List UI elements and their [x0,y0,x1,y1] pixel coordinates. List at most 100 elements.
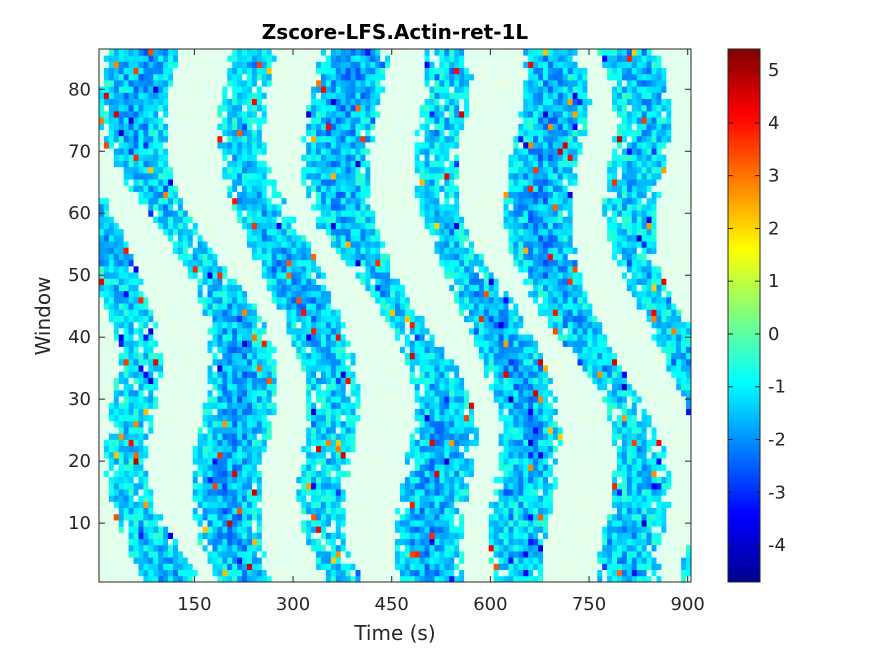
heatmap-cell [182,551,189,558]
heatmap-cell [177,439,184,447]
heatmap-cell [370,538,376,546]
heatmap-cell [547,476,554,484]
heatmap-cell [409,489,416,496]
heatmap-cell [404,427,411,434]
heatmap-cell [360,526,366,533]
heatmap-cell [488,476,495,484]
heatmap-cell [370,383,376,391]
heatmap-cell [592,408,598,416]
heatmap-cell [217,445,223,453]
heatmap-cell [197,439,203,447]
heatmap-cell [177,532,184,540]
heatmap-cell [528,402,534,409]
heatmap-cell [350,408,356,416]
heatmap-cell [582,476,588,484]
heatmap-cell [533,544,539,552]
heatmap-cell [518,433,524,440]
heatmap-cell [404,352,411,360]
heatmap-cell [153,470,159,478]
heatmap-cell [335,408,342,416]
heatmap-cell [158,495,164,502]
heatmap-cell [227,458,233,465]
heatmap-cell [222,464,228,471]
heatmap-cell [552,544,559,552]
heatmap-cell [464,575,470,583]
heatmap-cell [671,482,677,490]
heatmap-cell [399,346,406,354]
heatmap-cell [330,458,337,465]
heatmap-cell [173,352,179,360]
heatmap-cell [321,501,327,509]
heatmap-cell [557,575,564,583]
heatmap-cell [434,520,440,527]
heatmap-cell [518,358,524,366]
heatmap-cell [503,334,509,341]
heatmap-cell [207,569,213,577]
heatmap-cell [153,352,159,360]
heatmap-cell [686,365,692,372]
heatmap-cell [597,420,603,428]
heatmap-cell [464,327,470,335]
heatmap-cell [251,334,258,341]
heatmap-cell [360,433,366,440]
heatmap-cell [108,445,115,453]
heatmap-cell [577,346,583,354]
heatmap-cell [99,526,105,533]
heatmap-cell [128,377,134,385]
heatmap-cell [498,551,504,558]
heatmap-cell [390,396,396,403]
heatmap-cell [602,544,608,552]
heatmap-cell [547,526,554,533]
heatmap-cell [429,451,435,459]
heatmap-cell [321,575,327,583]
heatmap-cell [143,451,149,459]
heatmap-cell [296,470,302,478]
heatmap-cell [187,377,194,385]
heatmap-cell [286,420,292,428]
heatmap-cell [168,513,174,521]
heatmap-cell [631,389,638,397]
heatmap-cell [473,396,480,403]
heatmap-cell [602,557,608,564]
heatmap-cell [261,433,268,440]
heatmap-cell [592,334,598,341]
heatmap-cell [444,501,450,509]
heatmap-cell [133,420,139,428]
heatmap-cell [227,365,233,372]
heatmap-cell [177,538,184,546]
heatmap-cell [380,575,386,583]
heatmap-cell [409,575,416,583]
heatmap-cell [390,334,396,341]
heatmap-cell [227,557,233,564]
heatmap-cell [523,365,529,372]
heatmap-cell [232,371,238,378]
heatmap-cell [242,346,248,354]
heatmap-cell [242,563,248,571]
heatmap-cell [676,433,682,440]
heatmap-cell [661,383,667,391]
heatmap-cell [296,396,302,403]
heatmap-cell [311,501,317,509]
heatmap-cell [557,501,564,509]
heatmap-cell [202,476,208,484]
heatmap-cell [291,433,297,440]
heatmap-cell [686,408,692,416]
heatmap-cell [271,464,277,471]
heatmap-cell [597,414,603,422]
heatmap-cell [651,470,657,478]
heatmap-cell [631,340,638,347]
heatmap-cell [99,551,105,558]
heatmap-cell [409,371,416,378]
heatmap-cell [261,377,268,385]
heatmap-cell [518,352,524,360]
heatmap-cell [103,520,110,527]
heatmap-cell [493,513,499,521]
heatmap-cell [617,427,623,434]
heatmap-cell [301,501,307,509]
heatmap-cell [597,445,603,453]
heatmap-cell [143,569,149,577]
heatmap-cell [306,538,312,546]
heatmap-cell [646,358,652,366]
heatmap-cell [439,408,445,416]
heatmap-cell [582,575,588,583]
